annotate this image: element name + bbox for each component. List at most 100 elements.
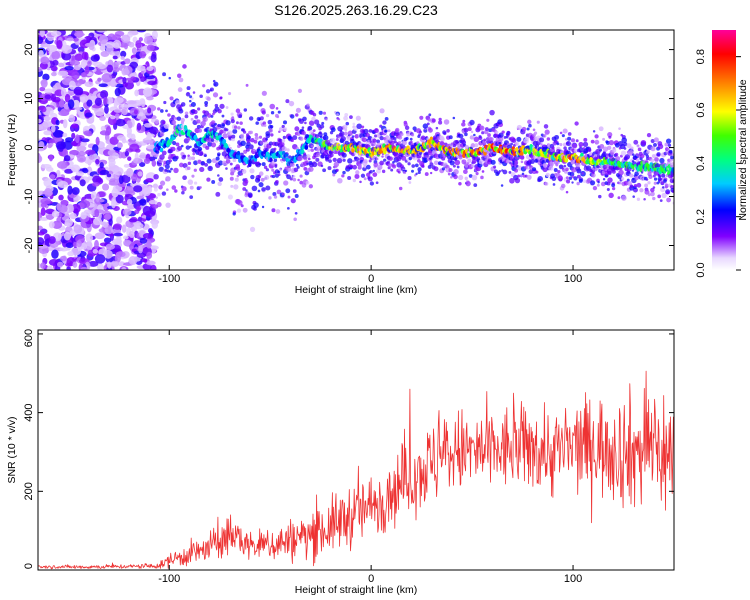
heatmap-halo-cell <box>305 180 310 185</box>
heatmap-halo-cell <box>200 161 205 166</box>
heatmap-halo-cell <box>421 164 425 168</box>
heatmap-halo-cell <box>242 187 247 191</box>
heatmap-halo-cell <box>666 147 670 151</box>
heatmap-noise-cell <box>106 173 112 178</box>
heatmap-noise-cell <box>68 114 76 123</box>
heatmap-noise-cell <box>91 181 100 187</box>
heatmap-halo-cell <box>153 152 159 158</box>
heatmap-halo-cell <box>290 114 295 119</box>
heatmap-halo-cell <box>270 111 275 115</box>
heatmap-halo-cell <box>398 186 403 191</box>
heatmap-halo-cell <box>285 188 291 194</box>
heatmap-halo-cell <box>189 95 193 99</box>
heatmap-halo-cell <box>493 165 497 169</box>
heatmap-halo-cell <box>546 137 551 141</box>
heatmap-noise-cell <box>150 54 157 63</box>
heatmap-halo-cell <box>363 159 368 164</box>
heatmap-halo-cell <box>392 161 395 164</box>
heatmap-noise-cell <box>39 30 45 38</box>
heatmap-halo-cell <box>167 113 171 117</box>
heatmap-halo-cell <box>184 111 189 116</box>
heatmap-noise-cell <box>146 240 152 249</box>
heatmap-halo-cell <box>429 162 434 167</box>
heatmap-halo-cell <box>402 140 407 146</box>
heatmap-noise-cell <box>95 158 100 165</box>
colorbar-tick-label: 0.4 <box>695 156 707 171</box>
heatmap-noise-cell <box>46 265 53 270</box>
heatmap-halo-cell <box>462 119 466 123</box>
heatmap-noise-cell <box>80 138 90 143</box>
heatmap-noise-cell <box>42 73 50 81</box>
heatmap-noise-cell <box>104 105 109 114</box>
heatmap-halo-cell <box>175 142 180 147</box>
heatmap-halo-cell <box>471 164 475 168</box>
heatmap-noise-cell <box>64 168 74 174</box>
heatmap-halo-cell <box>292 177 297 182</box>
heatmap-noise-cell <box>109 136 119 145</box>
heatmap-halo-cell <box>664 183 669 188</box>
heatmap-halo-cell <box>508 171 512 174</box>
heatmap-halo-cell <box>217 123 221 128</box>
heatmap-halo-cell <box>563 146 567 150</box>
heatmap-ridge-cell <box>564 157 569 163</box>
heatmap-halo-cell <box>653 142 657 147</box>
heatmap-halo-cell <box>153 187 158 192</box>
heatmap-halo-cell <box>240 140 246 147</box>
heatmap-halo-cell <box>255 121 259 125</box>
heatmap-halo-cell <box>420 135 426 140</box>
heatmap-halo-cell <box>471 159 477 164</box>
heatmap-halo-cell <box>227 130 233 136</box>
heatmap-halo-cell <box>629 173 634 178</box>
heatmap-halo-cell <box>245 147 250 152</box>
heatmap-noise-cell <box>114 87 121 97</box>
heatmap-noise-cell <box>147 80 158 86</box>
spectrogram-x-axis: -100 0 100 <box>158 30 582 285</box>
heatmap-noise-cell <box>56 161 68 169</box>
heatmap-noise-cell <box>55 119 60 126</box>
heatmap-noise-cell <box>51 71 57 77</box>
heatmap-halo-cell <box>307 148 311 153</box>
heatmap-noise-cell <box>147 228 153 234</box>
heatmap-halo-cell <box>632 153 635 156</box>
heatmap-halo-cell <box>288 100 295 107</box>
heatmap-halo-cell <box>177 145 182 151</box>
heatmap-halo-cell <box>219 96 223 100</box>
heatmap-noise-cell <box>107 261 112 269</box>
heatmap-halo-cell <box>165 164 170 170</box>
heatmap-halo-cell <box>565 138 568 141</box>
heatmap-halo-cell <box>262 121 267 125</box>
heatmap-noise-cell <box>123 239 132 246</box>
heatmap-halo-cell <box>261 187 266 192</box>
heatmap-noise-cell <box>98 34 109 45</box>
heatmap-halo-cell <box>502 169 508 175</box>
heatmap-halo-cell <box>259 140 264 145</box>
heatmap-halo-cell <box>379 135 384 141</box>
heatmap-noise-cell <box>146 131 152 140</box>
heatmap-halo-cell <box>635 158 640 163</box>
heatmap-halo-cell <box>419 115 424 120</box>
heatmap-halo-cell <box>178 162 184 168</box>
heatmap-noise-cell <box>126 100 137 105</box>
heatmap-halo-cell <box>411 169 414 173</box>
heatmap-halo-cell <box>153 173 159 180</box>
heatmap-halo-cell <box>614 155 621 162</box>
spectrogram-y-label: Frequency (Hz) <box>6 114 18 186</box>
heatmap-halo-cell <box>404 125 410 130</box>
heatmap-halo-cell <box>281 192 285 196</box>
heatmap-noise-cell <box>73 89 83 94</box>
heatmap-halo-cell <box>182 64 187 69</box>
heatmap-halo-cell <box>520 155 525 160</box>
heatmap-halo-cell <box>261 162 266 167</box>
heatmap-ridge-cell <box>671 168 674 174</box>
heatmap-halo-cell <box>268 128 273 133</box>
spectrogram-y-axis: -20 -10 0 10 20 <box>23 43 674 253</box>
heatmap-halo-cell <box>341 174 345 178</box>
heatmap-halo-cell <box>433 160 439 165</box>
heatmap-halo-cell <box>636 197 641 201</box>
heatmap-halo-cell <box>286 206 290 210</box>
heatmap-halo-cell <box>489 137 494 142</box>
heatmap-halo-cell <box>388 156 393 161</box>
heatmap-halo-cell <box>183 138 190 144</box>
heatmap-noise-cell <box>85 149 96 155</box>
heatmap-halo-cell <box>634 175 640 181</box>
